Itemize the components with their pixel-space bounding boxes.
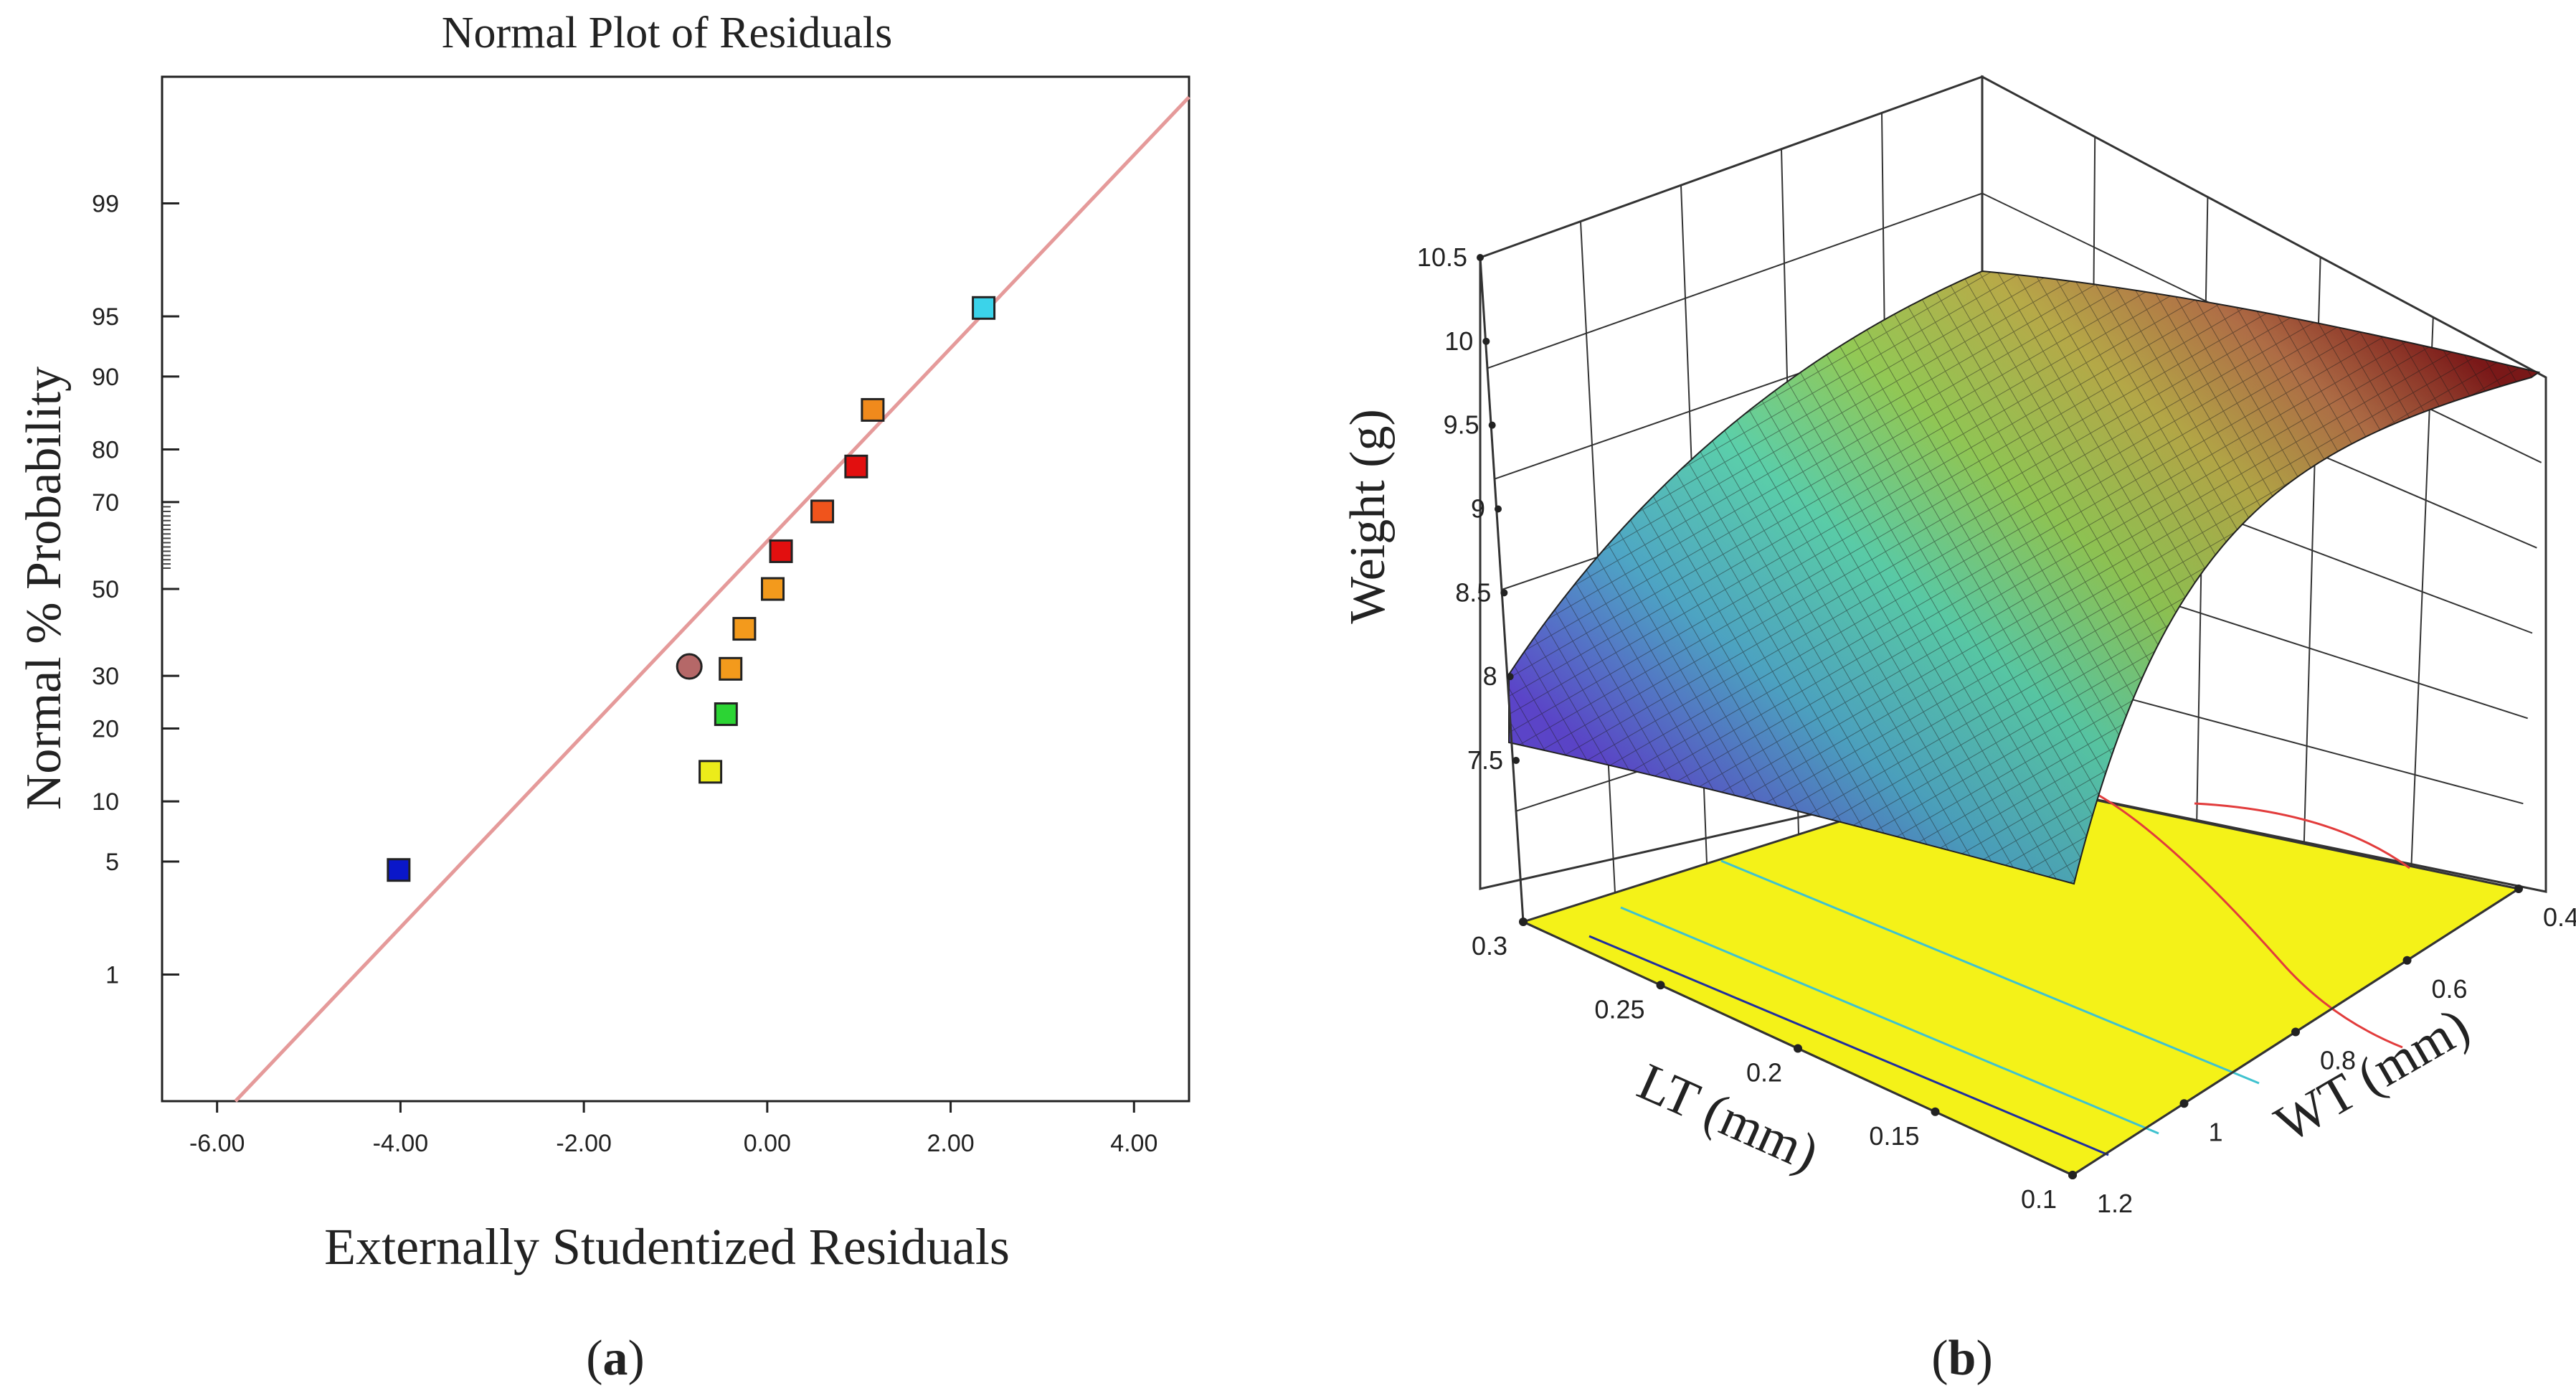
- wt-tick: [2514, 885, 2523, 893]
- z-tick-label: 10.5: [1417, 242, 1467, 272]
- wt-axis: 0.4 0.6 0.8 1 1.2: [2068, 885, 2576, 1218]
- data-point: [769, 539, 793, 563]
- lt-tick-label: 0.15: [1869, 1121, 1919, 1151]
- z-tick: [1477, 254, 1484, 261]
- wt-tick-label: 0.6: [2432, 974, 2468, 1004]
- y-tick-label: 80: [92, 437, 119, 464]
- x-tick-label: -6.00: [189, 1130, 245, 1157]
- z-tick: [1495, 505, 1502, 513]
- z-tick: [1482, 337, 1490, 345]
- lt-tick-label: 0.1: [2021, 1184, 2057, 1214]
- data-point: [676, 653, 703, 680]
- z-tick-label: 9.5: [1444, 410, 1479, 440]
- reference-line: [234, 95, 1190, 1103]
- z-tick: [1512, 757, 1520, 764]
- wt-tick: [2402, 956, 2412, 965]
- plot-a-y-axis: 1 5 10 20 30 50 70 80 90 95 99: [92, 190, 179, 989]
- panel-b-label: (b): [1931, 1331, 1993, 1386]
- wt-tick-label: 0.4: [2543, 902, 2576, 932]
- lt-tick-label: 0.25: [1594, 994, 1644, 1024]
- plot-a-y-minor-ticks: [162, 506, 171, 569]
- y-tick-label: 30: [92, 663, 119, 690]
- data-point: [699, 760, 723, 784]
- x-tick-label: -2.00: [556, 1130, 612, 1157]
- surface-lt-label: LT (mm): [1629, 1052, 1827, 1184]
- plot-a-title: Normal Plot of Residuals: [442, 9, 893, 57]
- plot-a-xlabel: Externally Studentized Residuals: [324, 1218, 1010, 1275]
- y-tick-label: 5: [105, 849, 119, 876]
- data-point: [761, 577, 785, 601]
- x-tick-label: 0.00: [744, 1130, 791, 1157]
- data-point: [387, 858, 411, 882]
- y-tick-label: 90: [92, 364, 119, 391]
- wt-tick: [2179, 1099, 2189, 1108]
- normal-plot-panel: Normal Plot of Residuals 1 5 10 20 30 50 70 80 9…: [16, 9, 1190, 1386]
- data-point: [844, 454, 868, 478]
- lt-tick: [1931, 1107, 1940, 1116]
- z-tick-label: 8.5: [1455, 577, 1491, 607]
- wt-tick: [2291, 1027, 2300, 1037]
- data-point: [732, 617, 757, 641]
- plot-a-x-axis: -6.00 -4.00 -2.00 0.00 2.00 4.00: [189, 1101, 1157, 1157]
- x-tick-label: 4.00: [1110, 1130, 1157, 1157]
- panel-a-label: (a): [586, 1331, 645, 1386]
- data-point: [719, 656, 743, 681]
- data-point: [810, 499, 835, 524]
- wt-tick: [2068, 1171, 2077, 1179]
- z-tick-label: 9: [1471, 494, 1485, 524]
- z-tick: [1500, 589, 1508, 597]
- plot-a-points: [387, 296, 996, 882]
- z-tick: [1488, 421, 1496, 429]
- weight-axis: 7.5 8 8.5 9 9.5 10 10.5: [1417, 242, 1520, 775]
- wt-tick-label: 1.2: [2097, 1189, 2133, 1218]
- floor-contours: [1588, 791, 2410, 1156]
- y-tick-label: 95: [92, 303, 119, 331]
- surface-zlabel: Weight (g): [1340, 409, 1396, 624]
- surface-shading: [1509, 271, 2539, 884]
- x-tick-label: 2.00: [927, 1130, 974, 1157]
- lt-tick: [1656, 981, 1665, 990]
- z-tick-label: 7.5: [1467, 745, 1503, 775]
- lt-axis: 0.3 0.25 0.2 0.15 0.1: [1472, 918, 2077, 1214]
- data-point: [861, 397, 885, 422]
- data-point: [714, 702, 738, 727]
- lt-tick-label: 0.3: [1472, 931, 1507, 961]
- y-tick-label: 99: [92, 190, 119, 217]
- y-tick-label: 10: [92, 788, 119, 816]
- x-tick-label: -4.00: [373, 1130, 429, 1157]
- plot-a-frame: [161, 75, 1190, 1103]
- wt-tick-label: 1: [2209, 1117, 2223, 1146]
- y-tick-label: 20: [92, 715, 119, 742]
- lt-tick: [1794, 1044, 1802, 1053]
- y-tick-label: 50: [92, 576, 119, 603]
- wt-tick-label: 0.8: [2320, 1046, 2356, 1075]
- z-tick-label: 8: [1483, 661, 1497, 691]
- z-axis-line: [1479, 257, 1525, 923]
- z-tick-label: 10: [1444, 326, 1473, 356]
- z-tick: [1506, 673, 1514, 681]
- data-point: [972, 296, 996, 320]
- plot-a-ylabel: Normal % Probability: [16, 367, 72, 810]
- y-tick-label: 1: [105, 962, 119, 989]
- lt-tick: [1519, 918, 1528, 926]
- lt-tick-label: 0.2: [1746, 1058, 1782, 1088]
- y-tick-label: 70: [92, 489, 119, 517]
